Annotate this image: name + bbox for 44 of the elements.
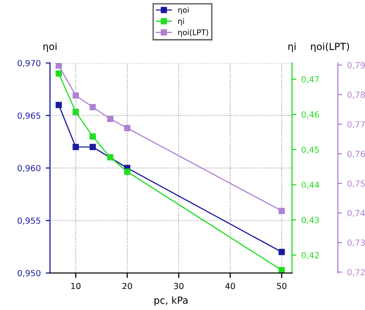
- y2-axis-title: ηi: [288, 42, 296, 52]
- y-tick-label: 0,955: [18, 217, 40, 225]
- y3-tick-label: 0,72: [347, 269, 365, 276]
- point: [72, 92, 79, 99]
- point: [278, 208, 285, 214]
- point: [90, 133, 96, 140]
- y2-tick-label: 0,43: [302, 216, 319, 224]
- y3-tick-label: 0,76: [347, 150, 365, 158]
- x-tick-label: 20: [122, 282, 132, 290]
- x-tick-label: 50: [277, 282, 286, 290]
- point: [124, 124, 130, 132]
- point: [72, 108, 79, 116]
- y-tick-label: 0,965: [18, 112, 40, 120]
- y-axis-title: ηoi: [43, 42, 56, 52]
- y3-axis-title: ηoi(LPT): [311, 42, 349, 52]
- y2-tick-label: 0,46: [302, 111, 320, 118]
- point: [56, 102, 62, 108]
- y3-tick-label: 0,75: [347, 180, 365, 188]
- y3-tick-label: 0,78: [347, 92, 365, 99]
- y2-tick-label: 0,44: [302, 182, 320, 189]
- y3-tick-label: 0,77: [347, 121, 365, 128]
- point: [107, 116, 114, 122]
- point: [278, 248, 285, 256]
- point: [72, 144, 79, 150]
- y3-tick-label: 0,79: [347, 62, 365, 70]
- x-tick-label: 40: [225, 282, 235, 290]
- point: [107, 154, 114, 160]
- point: [278, 267, 285, 273]
- point: [90, 144, 96, 150]
- y3-tick-label: 0,73: [347, 240, 365, 247]
- x-tick-label: 10: [71, 282, 80, 290]
- y2-tick-label: 0,45: [302, 146, 319, 154]
- y-tick-label: 0,960: [18, 164, 40, 172]
- x-axis-title: pc, kPa: [154, 296, 188, 306]
- y-tick-label: 0,950: [18, 270, 40, 278]
- y2-tick-label: 0,47: [302, 76, 319, 84]
- point: [124, 168, 130, 175]
- y2-tick-label: 0,42: [302, 252, 319, 260]
- point: [56, 70, 62, 77]
- y-tick-label: 0,970: [18, 60, 40, 68]
- y3-tick-label: 0,74: [347, 210, 365, 218]
- x-tick-label: 30: [174, 282, 184, 290]
- point: [56, 63, 62, 69]
- point: [90, 104, 96, 110]
